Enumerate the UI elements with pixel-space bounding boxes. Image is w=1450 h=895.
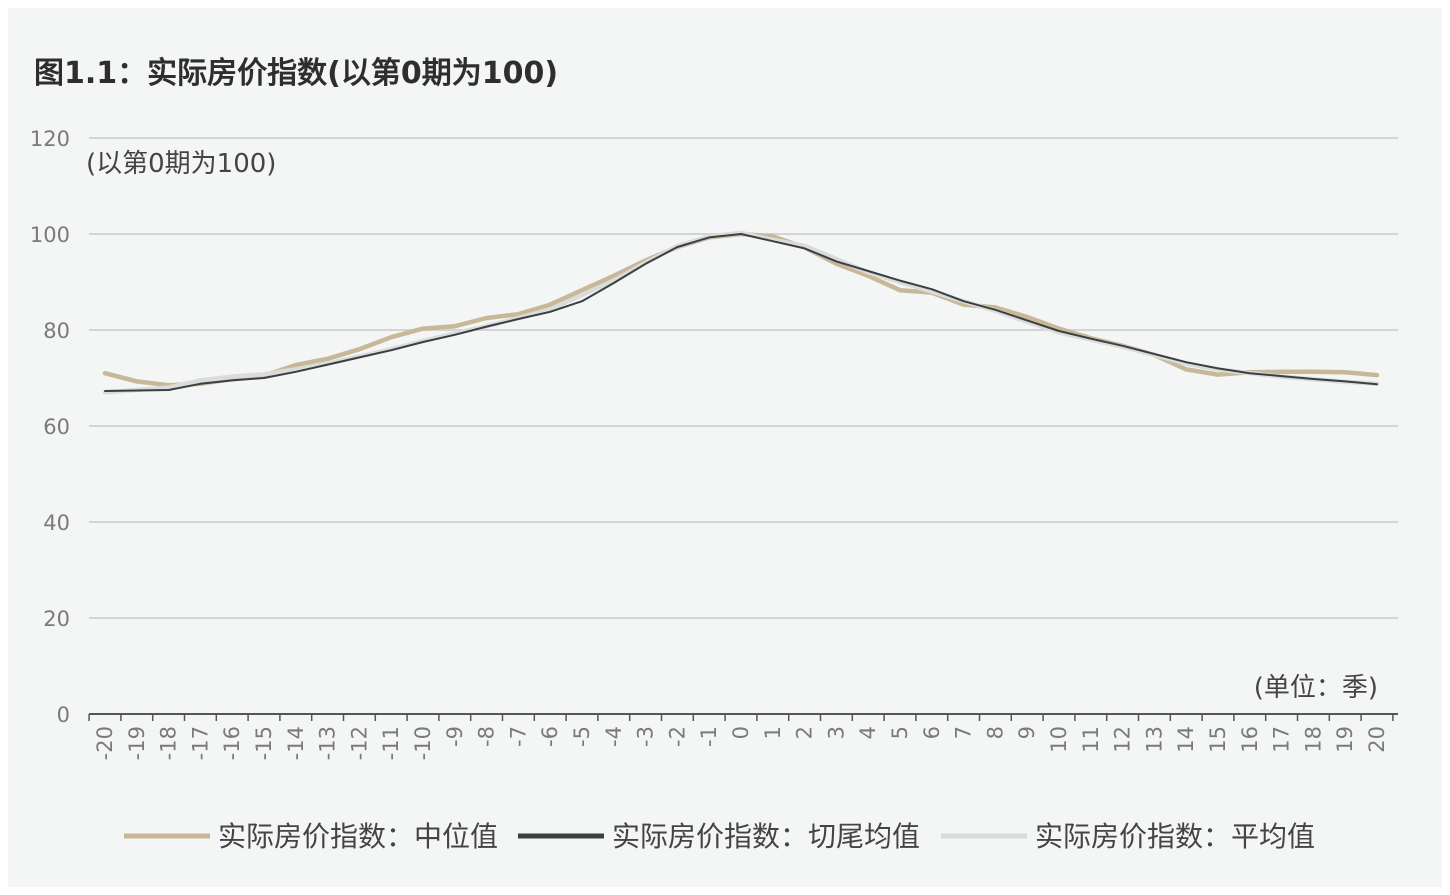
y-tick-label: 20 bbox=[43, 607, 70, 631]
x-tick-label: -10 bbox=[411, 726, 435, 760]
y-tick-label: 100 bbox=[30, 223, 70, 247]
legend-label: 实际房价指数：切尾均值 bbox=[612, 820, 920, 853]
x-tick-label: 14 bbox=[1174, 726, 1198, 753]
series-line-1 bbox=[104, 233, 1378, 392]
x-tick-label: 5 bbox=[888, 726, 912, 739]
x-tick-label: -2 bbox=[665, 726, 689, 747]
x-tick-label: 17 bbox=[1270, 726, 1294, 753]
legend-label: 实际房价指数：中位值 bbox=[218, 820, 498, 853]
x-tick-label: -1 bbox=[697, 726, 721, 747]
x-tick-label: -3 bbox=[634, 726, 658, 747]
x-tick-label: 3 bbox=[824, 726, 848, 739]
y-axis-label: (以第0期为100) bbox=[86, 149, 276, 179]
x-tick-label: 19 bbox=[1333, 726, 1357, 753]
x-tick-label: -5 bbox=[570, 726, 594, 747]
x-tick-label: -6 bbox=[538, 726, 562, 747]
x-tick-label: -7 bbox=[506, 726, 530, 747]
y-tick-label: 60 bbox=[43, 415, 70, 439]
x-tick-label: 8 bbox=[983, 726, 1007, 739]
legend: 实际房价指数：中位值 实际房价指数：切尾均值 实际房价指数：平均值 bbox=[124, 820, 1315, 853]
x-tick-label: 1 bbox=[761, 726, 785, 739]
x-tick-label: -8 bbox=[475, 726, 499, 747]
x-tick-label: 9 bbox=[1015, 726, 1039, 739]
x-tick-label: -9 bbox=[443, 726, 467, 747]
x-tick-label: -14 bbox=[284, 726, 308, 760]
x-tick-label: -12 bbox=[347, 726, 371, 760]
x-tick-label: 6 bbox=[920, 726, 944, 739]
chart-panel: 图1.1：实际房价指数(以第0期为100) 0 20 40 60 80 100 120 (以… bbox=[8, 8, 1442, 887]
y-axis-ticks: 0 20 40 60 80 100 120 bbox=[30, 127, 70, 727]
x-tick-label: 15 bbox=[1206, 726, 1230, 753]
y-tick-label: 80 bbox=[43, 319, 70, 343]
x-tick-label: 2 bbox=[793, 726, 817, 739]
legend-item: 实际房价指数：中位值 bbox=[124, 820, 498, 853]
gridlines bbox=[89, 137, 1398, 619]
x-tick-label: -20 bbox=[93, 726, 117, 760]
x-tick-label: -4 bbox=[602, 726, 626, 747]
y-tick-label: 0 bbox=[57, 703, 70, 727]
y-tick-label: 40 bbox=[43, 511, 70, 535]
x-tick-label: 20 bbox=[1365, 726, 1389, 753]
x-tick-label: -16 bbox=[220, 726, 244, 760]
x-tick-label: 7 bbox=[952, 726, 976, 739]
chart-title: 图1.1：实际房价指数(以第0期为100) bbox=[34, 56, 559, 91]
legend-item: 实际房价指数：平均值 bbox=[941, 820, 1315, 853]
x-tick-label: 10 bbox=[1047, 726, 1071, 753]
legend-label: 实际房价指数：平均值 bbox=[1035, 820, 1315, 853]
x-tick-label: 4 bbox=[856, 726, 880, 739]
x-tick-label: -18 bbox=[157, 726, 181, 760]
series-lines bbox=[102, 230, 1380, 395]
x-tick-label: -19 bbox=[125, 726, 149, 760]
x-tick-label: 0 bbox=[729, 726, 753, 739]
x-tick-label: -15 bbox=[252, 726, 276, 760]
y-tick-label: 120 bbox=[30, 127, 70, 151]
x-tick-label: 12 bbox=[1111, 726, 1135, 753]
x-tick-label: -13 bbox=[316, 726, 340, 760]
x-tick-label: -17 bbox=[188, 726, 212, 760]
x-tick-label: 11 bbox=[1079, 726, 1103, 753]
x-axis: -20 -19 -18 -17 -16 -15 -14 -13 -12 -11 -10 -9 -8 -7-… bbox=[88, 713, 1398, 760]
x-tick-label: -11 bbox=[379, 726, 403, 760]
x-tick-label: 13 bbox=[1142, 726, 1166, 753]
legend-item: 实际房价指数：切尾均值 bbox=[518, 820, 920, 853]
x-axis-unit-note: (单位：季) bbox=[1254, 673, 1378, 703]
x-tick-label: 18 bbox=[1301, 726, 1325, 753]
x-tick-label: 16 bbox=[1238, 726, 1262, 753]
